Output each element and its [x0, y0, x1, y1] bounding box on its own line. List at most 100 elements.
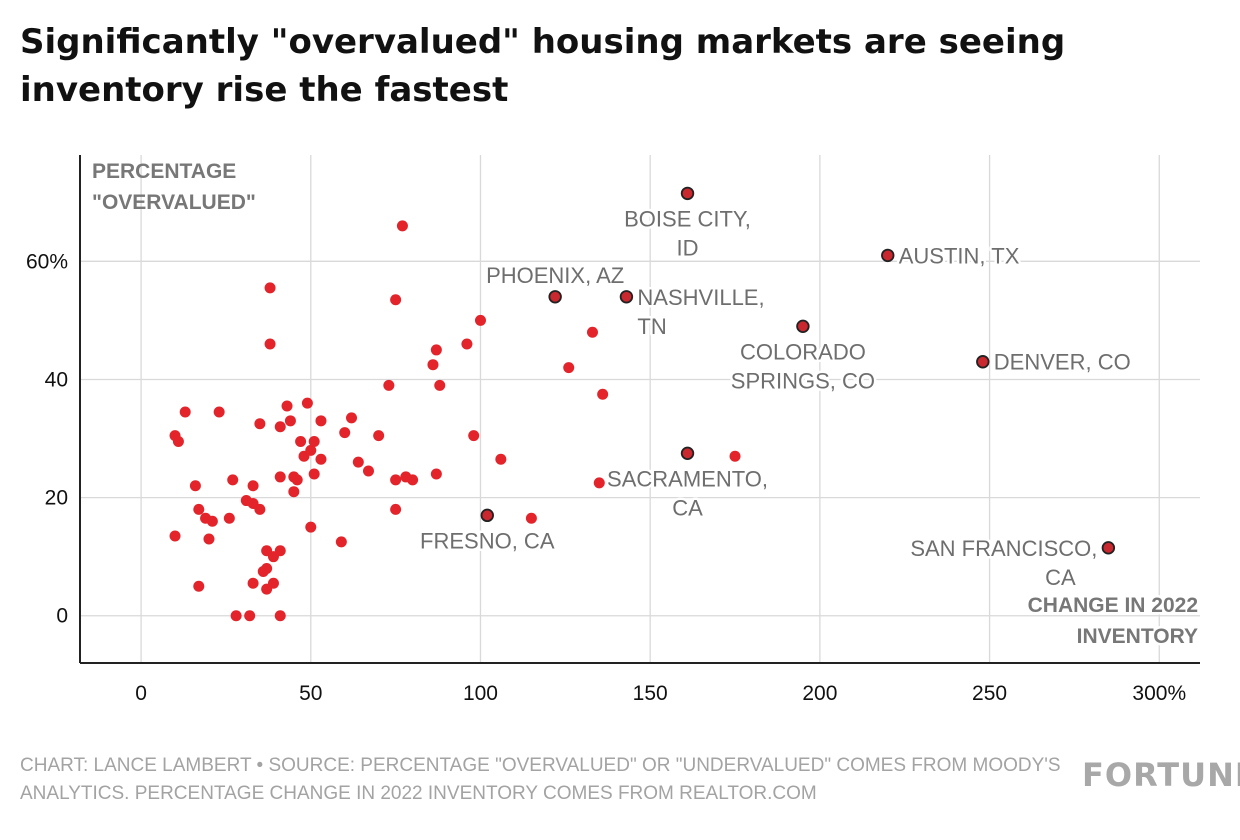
- data-point: [390, 503, 402, 515]
- city-label-line: SPRINGS, CO: [731, 368, 875, 393]
- y-axis-title-line: "OVERVALUED": [92, 191, 256, 214]
- city-label-line: PHOENIX, AZ: [486, 263, 624, 288]
- x-tick-label: 250: [972, 682, 1007, 705]
- data-points: [169, 220, 741, 622]
- data-point: [284, 415, 296, 427]
- x-axis-title-line: CHANGE IN 2022: [1028, 594, 1198, 617]
- data-point: [597, 388, 609, 400]
- y-axis-title: PERCENTAGE "OVERVALUED": [92, 160, 256, 214]
- city-label: NASHVILLE, TN: [637, 285, 764, 339]
- y-tick-label: 60%: [26, 250, 68, 273]
- city-label: SACRAMENTO, CA: [607, 466, 768, 520]
- data-point: [274, 610, 286, 622]
- data-point: [179, 406, 191, 418]
- data-point: [434, 379, 446, 391]
- data-point: [308, 435, 320, 447]
- data-point: [339, 427, 351, 439]
- data-point: [254, 418, 266, 430]
- data-point: [390, 474, 402, 486]
- data-point: [308, 468, 320, 480]
- x-tick-label: 200: [802, 682, 837, 705]
- data-point: [407, 474, 419, 486]
- axis-titles: PERCENTAGE "OVERVALUED" CHANGE IN 2022 INVE…: [92, 160, 1201, 651]
- data-point: [362, 465, 374, 477]
- city-label: DENVER, CO: [994, 350, 1131, 375]
- x-tick-label: 100: [463, 682, 498, 705]
- city-label-line: CA: [1045, 565, 1076, 590]
- x-axis-title-line: INVENTORY: [1077, 625, 1198, 648]
- grid-lines: [80, 155, 1200, 663]
- highlighted-point: [881, 248, 895, 263]
- data-point: [247, 480, 259, 492]
- data-point: [461, 338, 473, 350]
- city-label-line: AUSTIN, TX: [899, 243, 1020, 268]
- data-point: [315, 453, 327, 465]
- data-point: [206, 515, 218, 527]
- data-point: [247, 577, 259, 589]
- data-point: [267, 551, 279, 563]
- city-label-line: COLORADO: [740, 339, 866, 364]
- fortune-logo: FORTUNE: [1082, 756, 1240, 794]
- data-point: [213, 406, 225, 418]
- tick-labels: 0 50 100 150 200 250 300% 0 20 40 60%: [26, 250, 1186, 705]
- data-point: [261, 583, 273, 595]
- highlighted-point: [680, 186, 695, 201]
- city-label: FRESNO, CA: [420, 528, 555, 553]
- scatter-chart: 0 50 100 150 200 250 300% 0 20 40 60% BOISE CITY, I…: [26, 155, 1201, 705]
- axes: [79, 155, 1200, 664]
- data-point: [203, 533, 215, 545]
- city-label: PHOENIX, AZ: [486, 263, 624, 288]
- data-point: [373, 430, 385, 442]
- highlighted-point: [976, 355, 990, 369]
- city-label-line: ID: [677, 235, 699, 260]
- highlighted-point: [1101, 541, 1116, 555]
- data-point: [254, 503, 266, 515]
- data-point: [430, 468, 442, 480]
- source-credit: CHART: LANCE LAMBERT • SOURCE: PERCENTAG…: [20, 755, 1061, 804]
- city-label-line: NASHVILLE,: [637, 285, 764, 310]
- city-label-line: SACRAMENTO,: [607, 466, 768, 491]
- data-point: [193, 503, 205, 515]
- data-point: [301, 397, 313, 409]
- x-tick-label: 300%: [1132, 682, 1186, 705]
- data-point: [230, 610, 242, 622]
- city-labels: BOISE CITY, ID AUSTIN, TX PHOENIX, AZ NASHVI…: [418, 204, 1134, 592]
- data-point: [291, 474, 303, 486]
- x-tick-label: 50: [299, 682, 322, 705]
- data-point: [264, 338, 276, 350]
- city-label-line: DENVER, CO: [994, 350, 1131, 375]
- data-point: [189, 480, 201, 492]
- city-label-line: SAN FRANCISCO,: [910, 536, 1097, 561]
- data-point: [468, 430, 480, 442]
- y-tick-label: 20: [45, 487, 68, 510]
- data-point: [352, 456, 364, 468]
- x-tick-label: 0: [135, 682, 147, 705]
- highlighted-point: [680, 446, 695, 461]
- data-point: [427, 359, 439, 371]
- y-axis-title-line: PERCENTAGE: [92, 160, 236, 183]
- city-label: BOISE CITY, ID: [624, 206, 751, 260]
- data-point: [281, 400, 293, 412]
- data-point: [729, 450, 741, 462]
- data-point: [396, 220, 408, 232]
- data-point: [227, 474, 239, 486]
- data-point: [274, 471, 286, 483]
- data-point: [305, 521, 317, 533]
- highlighted-point: [619, 290, 634, 304]
- y-tick-label: 40: [45, 368, 68, 391]
- highlighted-point: [480, 508, 494, 523]
- data-point: [586, 326, 598, 338]
- data-point: [315, 415, 327, 427]
- data-point: [430, 344, 442, 356]
- data-point: [390, 294, 402, 306]
- chart-title: Significantly "overvalued" housing marke…: [20, 22, 1066, 110]
- y-tick-label: 0: [56, 605, 68, 628]
- city-label: SAN FRANCISCO, CA: [910, 536, 1097, 590]
- highlighted-point: [548, 290, 562, 304]
- data-point: [295, 435, 307, 447]
- city-label: COLORADO SPRINGS, CO: [731, 339, 875, 393]
- data-point: [525, 512, 537, 524]
- data-point: [172, 435, 184, 447]
- data-point: [495, 453, 507, 465]
- data-point: [193, 580, 205, 592]
